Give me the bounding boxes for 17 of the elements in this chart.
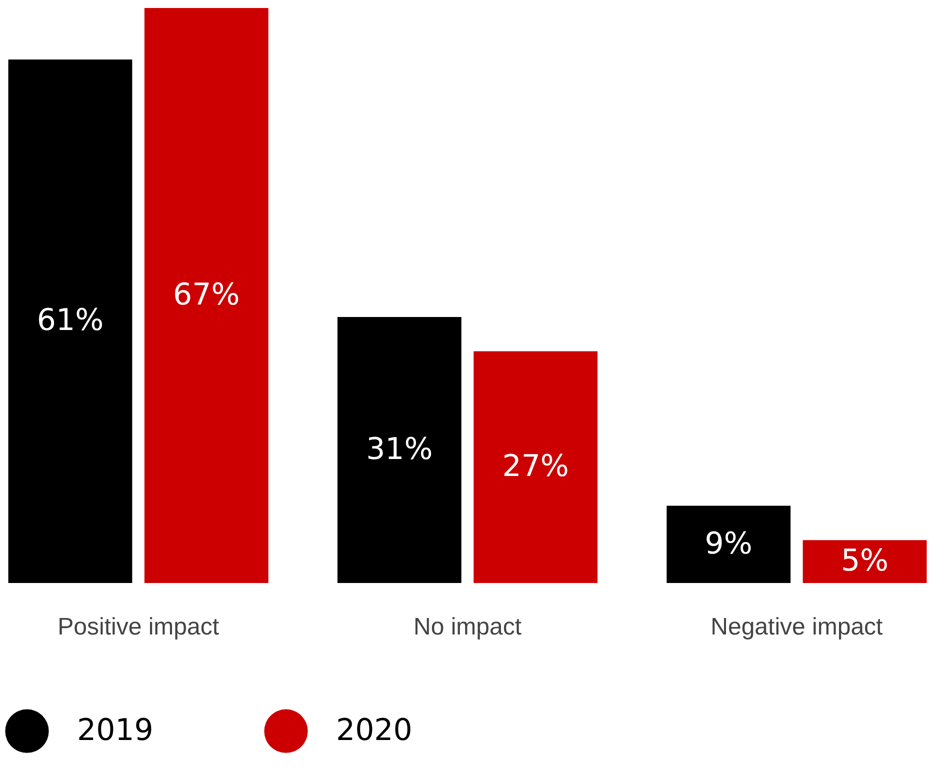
bar xyxy=(474,351,598,583)
data-label: 67% xyxy=(173,278,240,312)
data-label: 9% xyxy=(704,526,752,562)
data-label: 31% xyxy=(366,432,433,467)
legend-label: 2020 xyxy=(336,713,412,748)
legend-label: 2019 xyxy=(77,713,154,748)
bar xyxy=(8,59,132,583)
data-label: 61% xyxy=(36,303,104,338)
bar xyxy=(666,506,791,583)
bar xyxy=(337,316,462,583)
x-tick-label: No impact xyxy=(413,614,522,640)
data-label: 5% xyxy=(840,544,889,579)
x-tick-label: Positive impact xyxy=(58,614,220,640)
x-tick-label: Negative impact xyxy=(710,614,884,640)
bar xyxy=(802,540,927,583)
bar xyxy=(144,8,268,583)
data-label: 27% xyxy=(502,449,569,484)
